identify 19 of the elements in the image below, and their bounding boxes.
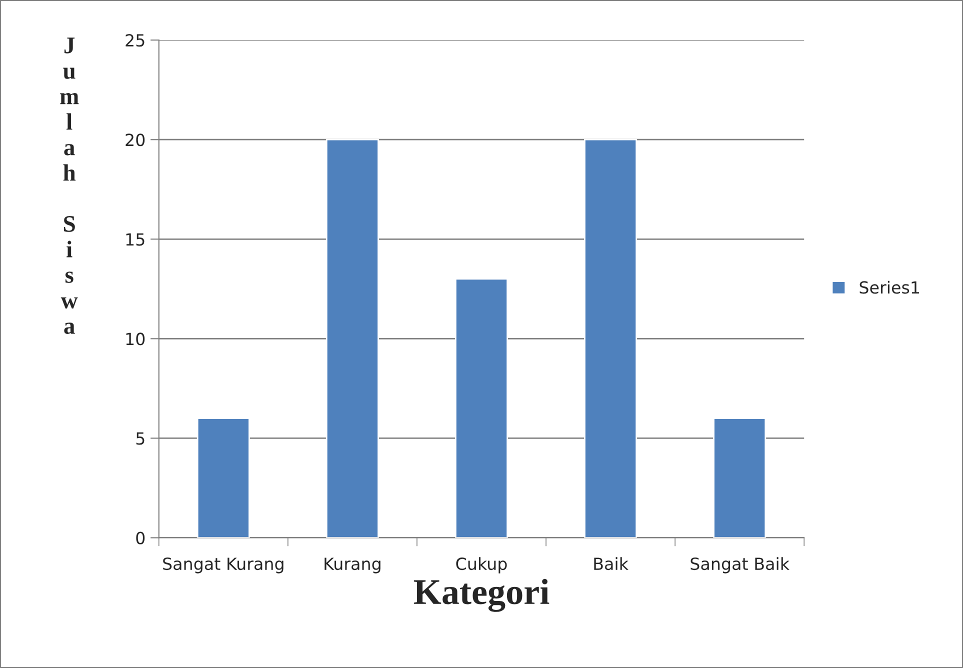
x-tick-label: Baik	[594, 557, 628, 570]
y-tick-label: 20	[126, 134, 145, 146]
x-tick-label: Sangat Baik	[690, 557, 790, 574]
bar	[196, 418, 250, 538]
x-axis-title: Kategori	[414, 578, 550, 612]
y-tick-label: 0	[136, 532, 145, 544]
x-tick-label: Kurang	[324, 558, 380, 574]
bar	[454, 278, 508, 538]
bar	[326, 138, 379, 538]
x-tick-label: Sangat Kurang	[163, 557, 284, 574]
bar	[584, 138, 638, 538]
text: Jumlah Siswa	[60, 38, 79, 334]
bar	[713, 418, 766, 538]
legend-label: Series1	[860, 280, 919, 294]
x-tick-label: Cukup	[456, 557, 507, 574]
y-tick-label: 10	[126, 332, 145, 346]
y-tick-label: 25	[126, 34, 144, 47]
y-tick-label: 5	[136, 432, 144, 445]
y-tick-label: 15	[126, 233, 144, 246]
